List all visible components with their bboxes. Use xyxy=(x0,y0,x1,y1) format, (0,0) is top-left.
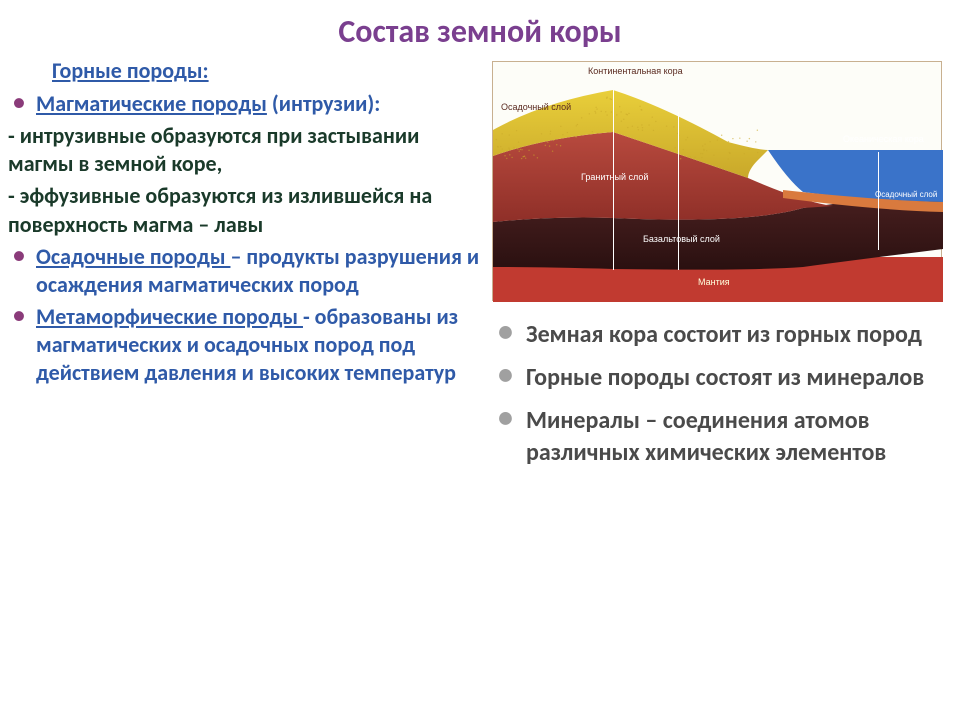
crust-diagram: Континентальная кора Осадочный слой Гран… xyxy=(492,61,942,301)
depth-line-2 xyxy=(678,112,679,270)
label-basalt: Базальтовый слой xyxy=(643,234,720,244)
label-granite: Гранитный слой xyxy=(581,172,648,182)
magmatic-dash-effusive: - эффузивные образуются из излившейся на… xyxy=(8,182,480,238)
columns: Горные породы: Магматические породы (инт… xyxy=(0,57,960,480)
rocks-subtitle: Горные породы: xyxy=(52,57,480,84)
rock-types-list: Магматические породы (интрузии): xyxy=(8,90,480,118)
depth-line-3 xyxy=(878,152,879,250)
metamorphic-heading: Метаморфические породы xyxy=(36,303,303,330)
left-column: Горные породы: Магматические породы (инт… xyxy=(8,57,488,480)
magmatic-dash-intrusive: - интрузивные образуются при застывании … xyxy=(8,122,480,178)
item-metamorphic: Метаморфические породы - образованы из м… xyxy=(8,303,480,387)
metamorphic-text: Метаморфические породы - образованы из м… xyxy=(36,303,458,386)
comp-item-rocks: Горные породы состоят из минералов xyxy=(492,362,948,393)
magmatic-heading-u: Магматические породы xyxy=(36,90,267,117)
comp-item-minerals: Минералы – соединения атомов различных х… xyxy=(492,405,948,467)
composition-list: Земная кора состоит из горных пород Горн… xyxy=(492,319,948,468)
label-oceanic-sed: Осадочный слой xyxy=(875,190,937,199)
sedimentary-heading: Осадочные породы xyxy=(36,243,230,270)
magmatic-heading-suffix: (интрузии): xyxy=(267,90,380,117)
label-mantle: Мантия xyxy=(698,277,730,287)
depth-line-1 xyxy=(613,90,614,270)
label-sediment: Осадочный слой xyxy=(501,102,571,112)
comp-item-crust: Земная кора состоит из горных пород xyxy=(492,319,948,350)
item-sedimentary: Осадочные породы – продукты разрушения и… xyxy=(8,243,480,299)
page-title: Состав земной коры xyxy=(0,0,960,57)
right-column: Континентальная кора Осадочный слой Гран… xyxy=(488,57,948,480)
crust-svg xyxy=(493,62,943,302)
label-oceanic: Океаническая кора xyxy=(843,134,924,144)
item-magmatic: Магматические породы (интрузии): xyxy=(8,90,480,118)
magmatic-heading: Магматические породы (интрузии): xyxy=(36,90,380,117)
label-continental: Континентальная кора xyxy=(588,66,683,76)
title-text: Состав земной коры xyxy=(338,12,621,51)
sedimentary-text: Осадочные породы – продукты разрушения и… xyxy=(36,243,479,298)
rock-types-list-2: Осадочные породы – продукты разрушения и… xyxy=(8,243,480,388)
